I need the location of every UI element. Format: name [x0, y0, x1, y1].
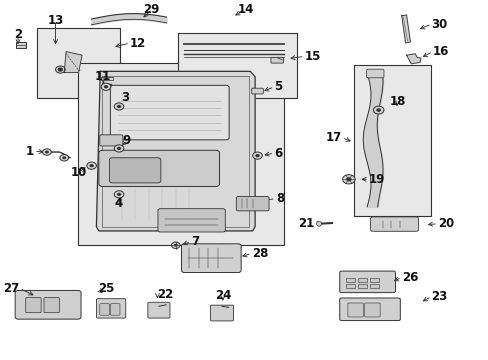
Circle shape: [42, 149, 51, 155]
Text: 3: 3: [121, 91, 129, 104]
Text: 26: 26: [401, 271, 417, 284]
Bar: [99, 77, 113, 80]
FancyBboxPatch shape: [366, 69, 383, 78]
Bar: [37, 28, 120, 98]
FancyBboxPatch shape: [100, 135, 122, 146]
Polygon shape: [401, 15, 409, 43]
Circle shape: [255, 154, 259, 157]
Circle shape: [56, 66, 65, 73]
Text: 25: 25: [98, 282, 114, 295]
Text: 17: 17: [325, 131, 341, 144]
Circle shape: [373, 106, 383, 114]
Circle shape: [117, 193, 121, 196]
Circle shape: [114, 103, 123, 110]
FancyBboxPatch shape: [251, 88, 263, 94]
FancyBboxPatch shape: [15, 291, 81, 319]
Text: 9: 9: [122, 134, 131, 147]
Text: 6: 6: [274, 147, 282, 159]
FancyBboxPatch shape: [236, 197, 268, 211]
Circle shape: [173, 244, 177, 247]
Circle shape: [62, 156, 66, 159]
Polygon shape: [96, 71, 255, 231]
Circle shape: [252, 152, 262, 159]
Bar: [78, 63, 284, 244]
Bar: [369, 284, 378, 288]
Text: 18: 18: [389, 95, 405, 108]
FancyBboxPatch shape: [26, 298, 41, 313]
FancyBboxPatch shape: [100, 304, 109, 315]
FancyBboxPatch shape: [347, 303, 363, 317]
Circle shape: [171, 242, 180, 248]
Circle shape: [89, 164, 94, 167]
FancyBboxPatch shape: [44, 298, 59, 313]
FancyBboxPatch shape: [158, 209, 225, 232]
Text: 21: 21: [297, 217, 314, 230]
FancyBboxPatch shape: [96, 299, 125, 318]
Circle shape: [101, 83, 111, 90]
Circle shape: [60, 154, 68, 161]
Text: 13: 13: [47, 14, 63, 27]
Circle shape: [346, 177, 351, 181]
Bar: [178, 33, 297, 98]
FancyBboxPatch shape: [110, 304, 120, 315]
Text: 5: 5: [274, 80, 282, 93]
Text: 8: 8: [275, 192, 284, 205]
Circle shape: [58, 68, 62, 71]
FancyBboxPatch shape: [210, 305, 233, 321]
Ellipse shape: [316, 221, 321, 226]
Bar: [357, 278, 366, 282]
Bar: [346, 284, 354, 288]
Text: 19: 19: [368, 173, 385, 186]
Polygon shape: [406, 54, 420, 64]
Text: 7: 7: [191, 235, 199, 248]
Bar: [357, 284, 366, 288]
Bar: [353, 65, 430, 216]
Text: 23: 23: [431, 290, 447, 303]
Bar: [346, 278, 354, 282]
FancyBboxPatch shape: [110, 85, 229, 140]
FancyBboxPatch shape: [339, 298, 400, 320]
Text: 14: 14: [237, 3, 253, 16]
Text: 11: 11: [94, 69, 111, 82]
Bar: [369, 278, 378, 282]
Circle shape: [45, 150, 49, 153]
FancyBboxPatch shape: [181, 244, 241, 273]
Text: 28: 28: [251, 247, 267, 260]
Text: 30: 30: [431, 18, 447, 31]
Circle shape: [376, 108, 380, 112]
Text: 1: 1: [26, 145, 34, 158]
Bar: [16, 42, 26, 48]
Circle shape: [117, 147, 121, 150]
Text: 29: 29: [143, 3, 160, 16]
FancyBboxPatch shape: [339, 271, 395, 293]
Text: 15: 15: [304, 50, 320, 63]
FancyBboxPatch shape: [364, 303, 379, 317]
Circle shape: [114, 145, 123, 152]
Text: 10: 10: [70, 166, 86, 179]
FancyBboxPatch shape: [99, 150, 219, 186]
FancyBboxPatch shape: [147, 302, 170, 318]
Text: 20: 20: [437, 217, 453, 230]
FancyBboxPatch shape: [370, 217, 418, 231]
Text: 12: 12: [130, 36, 146, 50]
Circle shape: [114, 191, 123, 198]
Text: 27: 27: [3, 282, 20, 295]
FancyBboxPatch shape: [109, 158, 161, 183]
Circle shape: [103, 85, 108, 88]
Text: 24: 24: [214, 289, 231, 302]
Circle shape: [87, 162, 96, 169]
Polygon shape: [64, 51, 82, 72]
Text: 2: 2: [14, 28, 22, 41]
Circle shape: [117, 105, 121, 108]
Text: 22: 22: [157, 288, 173, 301]
FancyBboxPatch shape: [270, 57, 283, 63]
Text: 4: 4: [115, 197, 123, 210]
Circle shape: [342, 175, 354, 184]
Text: 16: 16: [432, 45, 448, 58]
